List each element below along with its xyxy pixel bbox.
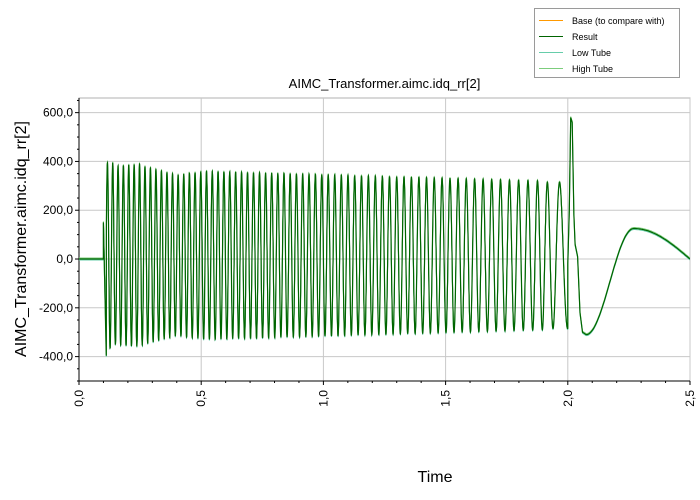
y-tick-label: 600,0 bbox=[43, 106, 73, 120]
legend-item-low-tube[interactable]: Low Tube bbox=[539, 46, 679, 60]
legend-swatch-low-tube bbox=[539, 52, 563, 53]
legend-label-base: Base (to compare with) bbox=[572, 16, 665, 26]
x-tick-label: 0,5 bbox=[194, 390, 208, 407]
legend-swatch-high-tube bbox=[539, 68, 563, 69]
legend-swatch-base bbox=[539, 20, 563, 21]
legend: Base (to compare with) Result Low Tube H… bbox=[534, 8, 680, 78]
y-tick-label: -400,0 bbox=[39, 350, 73, 364]
legend-label-low-tube: Low Tube bbox=[572, 48, 612, 58]
x-axis-label: Time bbox=[417, 469, 453, 486]
legend-item-base[interactable]: Base (to compare with) bbox=[539, 14, 679, 28]
legend-item-high-tube[interactable]: High Tube bbox=[539, 62, 679, 76]
x-tick-label: 2,5 bbox=[683, 390, 697, 407]
y-axis-label: AIMC_Transformer.aimc.idq_rr[2] bbox=[13, 121, 30, 357]
y-tick-label: 0,0 bbox=[56, 252, 73, 266]
legend-label-high-tube: High Tube bbox=[572, 64, 614, 74]
x-tick-label: 1,5 bbox=[439, 390, 453, 407]
y-tick-label: 200,0 bbox=[43, 203, 73, 217]
legend-label-result: Result bbox=[572, 32, 598, 42]
x-tick-label: 0,0 bbox=[72, 390, 86, 407]
chart-title: AIMC_Transformer.aimc.idq_rr[2] bbox=[288, 76, 481, 91]
y-tick-label: 400,0 bbox=[43, 154, 73, 168]
legend-swatch-result bbox=[539, 36, 563, 37]
x-tick-label: 1,0 bbox=[316, 390, 330, 407]
y-tick-label: -200,0 bbox=[39, 301, 73, 315]
x-tick-label: 2,0 bbox=[561, 390, 575, 407]
series-result bbox=[79, 117, 690, 356]
legend-item-result[interactable]: Result bbox=[539, 30, 679, 44]
